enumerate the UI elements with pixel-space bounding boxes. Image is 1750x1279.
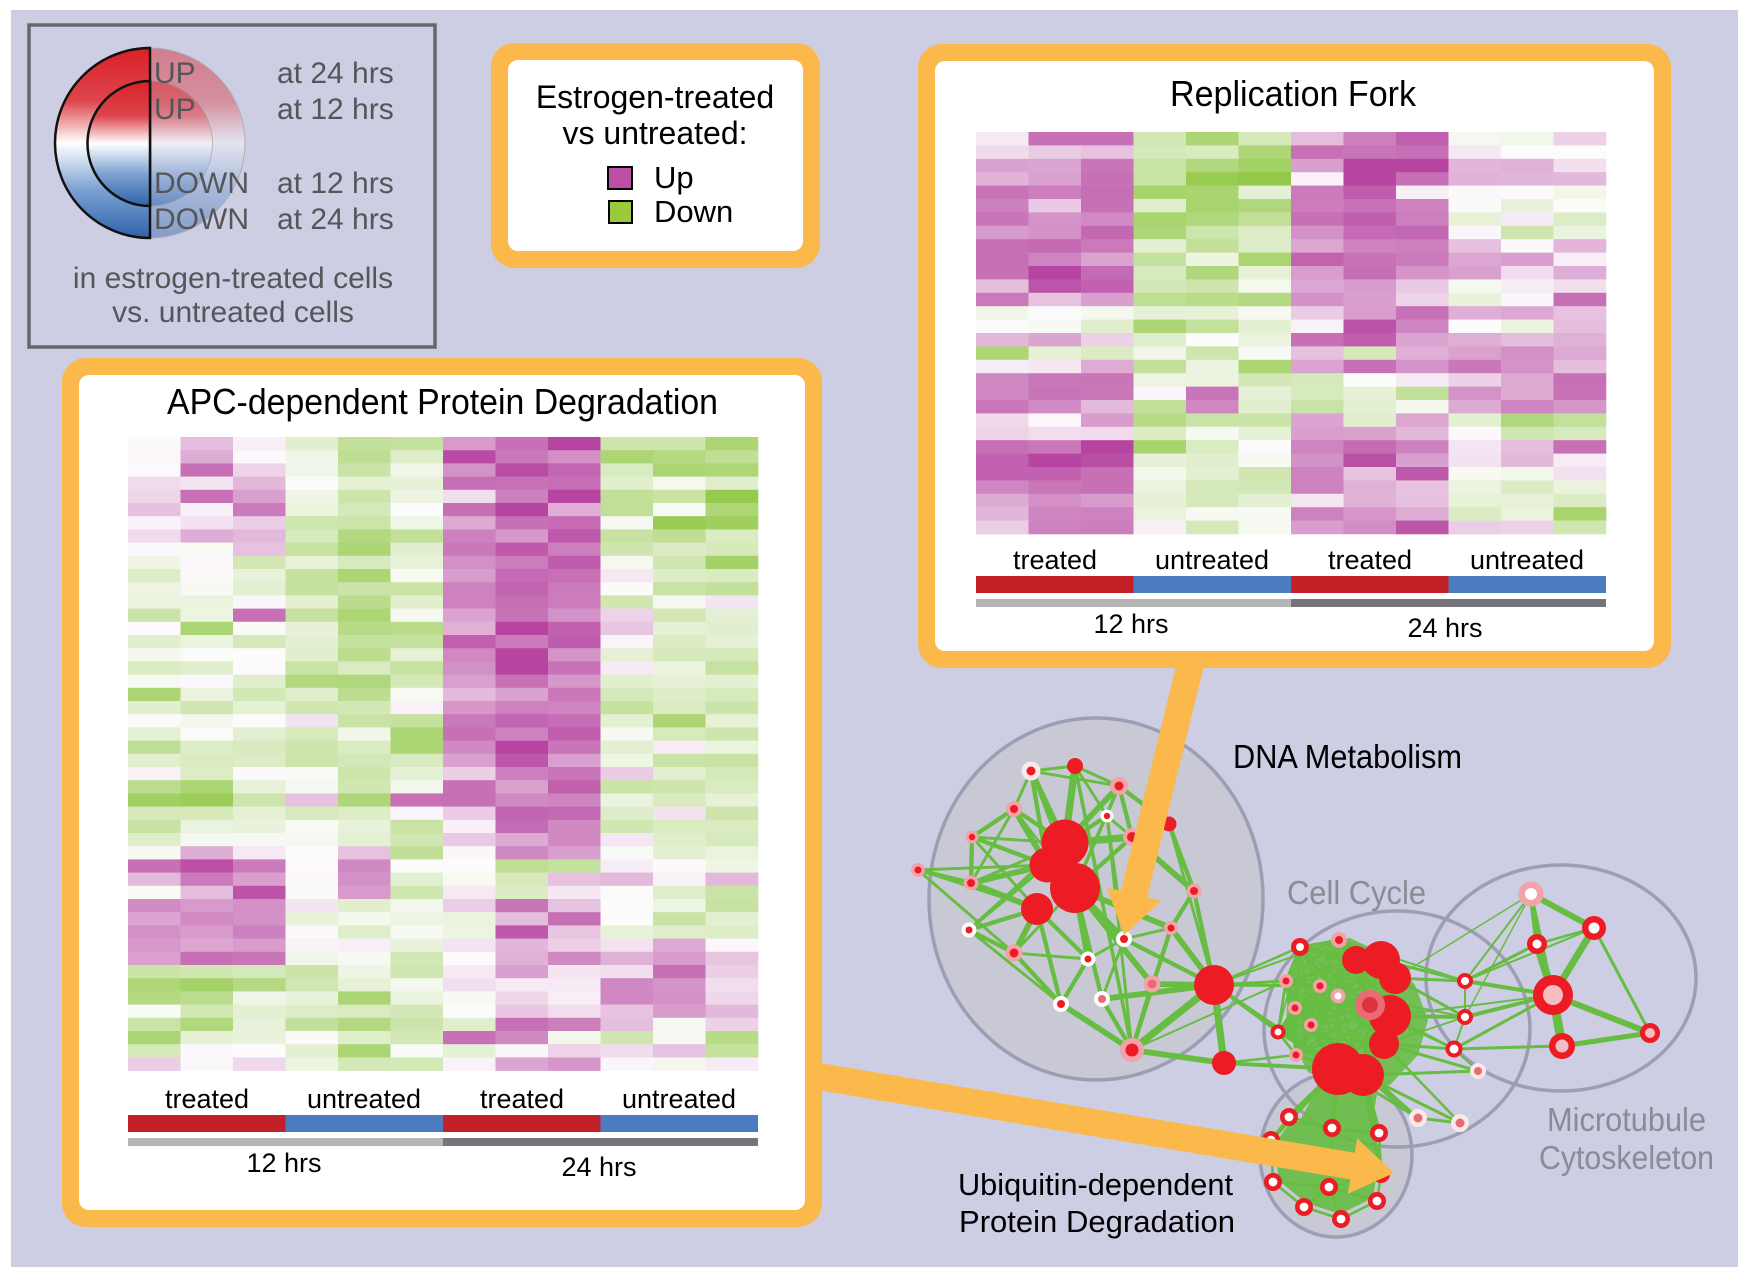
svg-text:12 hrs: 12 hrs	[246, 1148, 321, 1178]
svg-text:untreated: untreated	[307, 1084, 421, 1114]
svg-text:untreated: untreated	[1470, 545, 1584, 575]
svg-text:Cell Cycle: Cell Cycle	[1287, 874, 1426, 911]
svg-text:DOWN: DOWN	[154, 203, 249, 236]
svg-text:Up: Up	[654, 160, 694, 195]
svg-text:24 hrs: 24 hrs	[1407, 613, 1482, 643]
svg-text:Estrogen-treated: Estrogen-treated	[536, 79, 774, 115]
svg-text:vs untreated:: vs untreated:	[563, 115, 748, 151]
svg-text:UP: UP	[154, 93, 196, 126]
svg-text:in estrogen-treated cells: in estrogen-treated cells	[73, 262, 393, 295]
svg-text:treated: treated	[1328, 545, 1412, 575]
svg-text:Protein Degradation: Protein Degradation	[959, 1204, 1235, 1239]
svg-text:at 12 hrs: at 12 hrs	[277, 93, 394, 126]
svg-text:treated: treated	[165, 1084, 249, 1114]
svg-text:Down: Down	[654, 194, 733, 229]
svg-text:at 24 hrs: at 24 hrs	[277, 203, 394, 236]
svg-text:at 24 hrs: at 24 hrs	[277, 57, 394, 90]
svg-text:12 hrs: 12 hrs	[1093, 609, 1168, 639]
svg-text:Cytoskeleton: Cytoskeleton	[1539, 1139, 1714, 1176]
svg-text:APC-dependent Protein Degradat: APC-dependent Protein Degradation	[167, 381, 718, 422]
svg-text:DOWN: DOWN	[154, 167, 249, 200]
svg-text:untreated: untreated	[1155, 545, 1269, 575]
svg-text:treated: treated	[480, 1084, 564, 1114]
svg-text:untreated: untreated	[622, 1084, 736, 1114]
svg-text:Microtubule: Microtubule	[1547, 1101, 1706, 1138]
svg-text:24 hrs: 24 hrs	[561, 1152, 636, 1182]
svg-text:vs. untreated cells: vs. untreated cells	[112, 296, 354, 329]
svg-text:at 12 hrs: at 12 hrs	[277, 167, 394, 200]
svg-text:Ubiquitin-dependent: Ubiquitin-dependent	[958, 1167, 1233, 1202]
svg-text:treated: treated	[1013, 545, 1097, 575]
svg-text:DNA Metabolism: DNA Metabolism	[1233, 738, 1462, 775]
svg-text:Replication Fork: Replication Fork	[1170, 73, 1417, 114]
svg-text:UP: UP	[154, 57, 196, 90]
